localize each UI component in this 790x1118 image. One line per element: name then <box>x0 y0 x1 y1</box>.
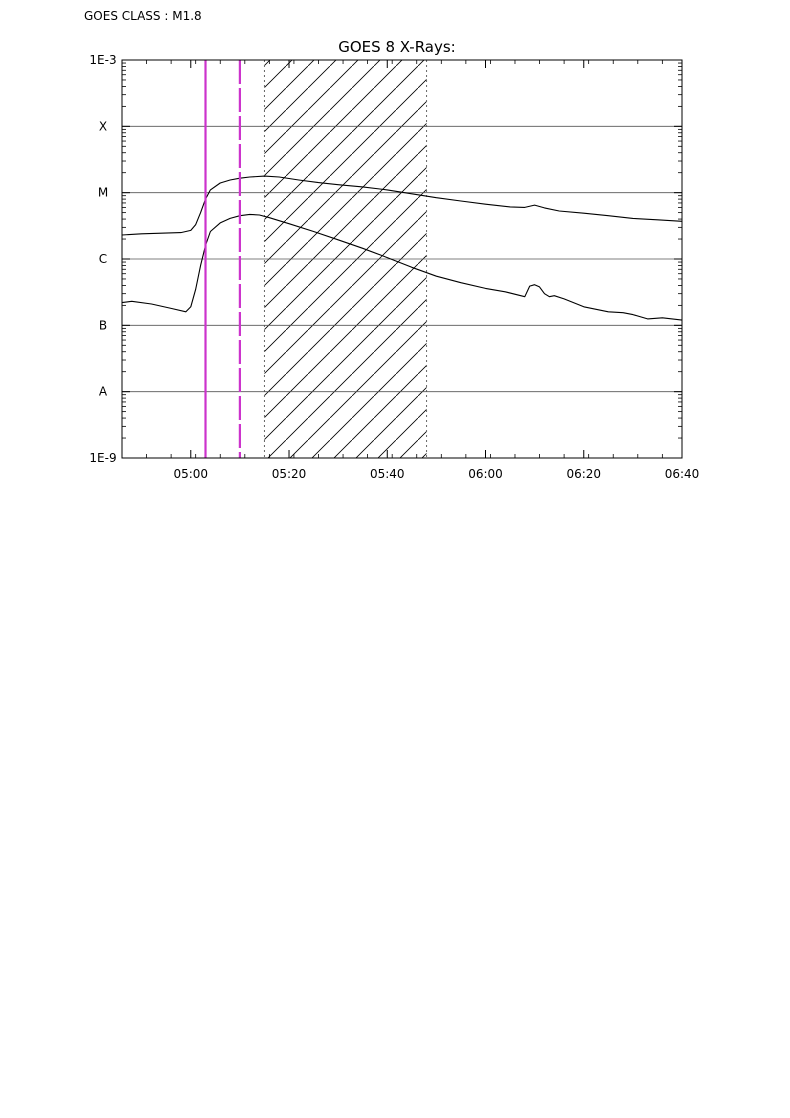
x-tick-label: 05:40 <box>370 467 405 481</box>
plot-frame <box>121 59 683 459</box>
plot-area: 1E-9 A B C M X 1E-3 05:00 05:20 05:40 06:00 06:20 06… <box>89 53 699 481</box>
y-tick-label: A <box>99 385 108 399</box>
y-tick-label: 1E-9 <box>89 451 116 465</box>
x-tick-label: 05:20 <box>272 467 307 481</box>
y-tick-label: X <box>99 119 107 133</box>
y-tick-label: B <box>99 318 107 332</box>
x-tick-label: 06:00 <box>468 467 503 481</box>
goes-class-label: GOES CLASS : M1.8 <box>84 9 202 23</box>
x-tick-label: 06:20 <box>566 467 601 481</box>
series-line-2 <box>121 213 683 321</box>
y-tick-label: 1E-3 <box>89 53 116 67</box>
chart-title: GOES 8 X-Rays: <box>338 38 455 56</box>
y-tick-label: C <box>99 252 107 266</box>
x-tick-label: 05:00 <box>173 467 208 481</box>
series-line-1 <box>121 175 683 236</box>
y-tick-label: M <box>98 186 108 200</box>
x-tick-label: 06:40 <box>665 467 700 481</box>
